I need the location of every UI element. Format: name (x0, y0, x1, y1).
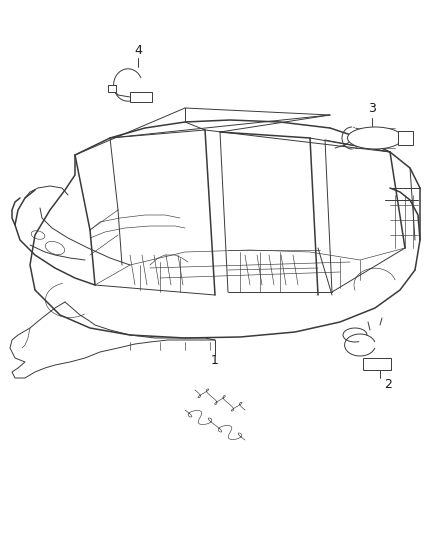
Bar (108, 85, 116, 92)
Bar (363, 358, 391, 370)
Text: 4: 4 (134, 44, 142, 56)
Text: 3: 3 (368, 101, 376, 115)
Text: 2: 2 (384, 378, 392, 392)
Bar (130, 92, 152, 102)
Text: 1: 1 (211, 353, 219, 367)
Bar (398, 131, 413, 145)
Ellipse shape (347, 127, 403, 149)
